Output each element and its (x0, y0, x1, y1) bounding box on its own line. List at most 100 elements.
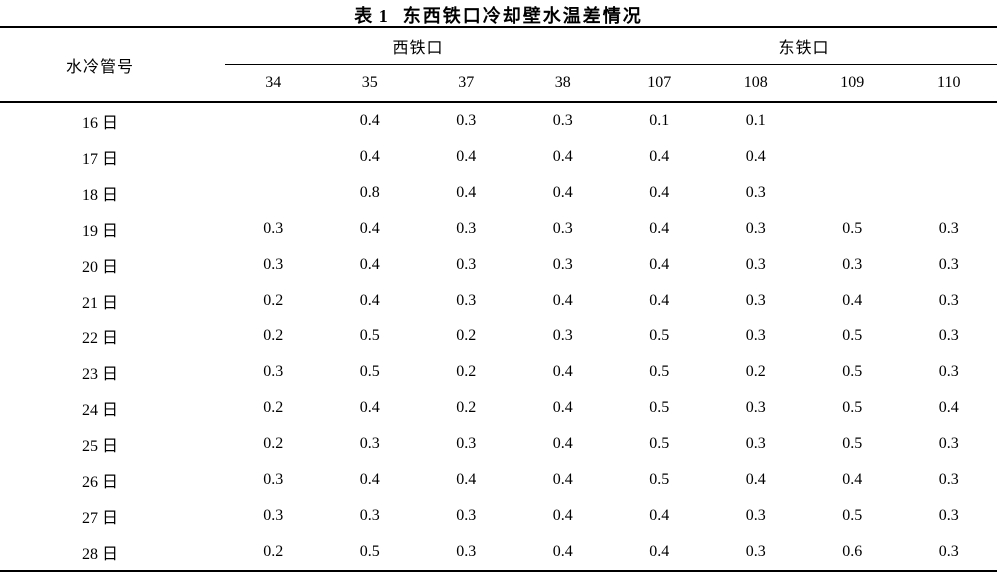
column-group-row: 西铁口 东铁口 (225, 28, 997, 65)
table-cell: 0.4 (649, 255, 670, 273)
table-caption-number: 表 1 (354, 5, 389, 26)
table-cell: 0.3 (745, 291, 766, 309)
row-label: 16 日 (81, 114, 118, 132)
table-cell: 0.4 (745, 471, 766, 489)
table-cell: 0.4 (359, 219, 380, 237)
pipe-number-header: 37 (458, 74, 475, 91)
table-cell: 0.5 (649, 435, 670, 453)
table-caption: 表 1 东西铁口冷却壁水温差情况 (0, 0, 997, 28)
table-cell: 0.3 (745, 219, 766, 237)
table-cell: 0.2 (263, 543, 284, 561)
table-cell: 0.5 (842, 399, 863, 417)
table-cell: 0.3 (456, 255, 477, 273)
table-cell: 0.3 (745, 183, 766, 201)
row-label: 24 日 (81, 402, 118, 420)
row-label: 20 日 (81, 258, 118, 276)
table-cell: 0.4 (359, 471, 380, 489)
table-cell: 0.3 (938, 291, 959, 309)
table-cell: 0.3 (745, 507, 766, 525)
group-header-west-taphole: 西铁口 (392, 40, 444, 57)
table-cell: 0.3 (263, 219, 284, 237)
table-cell: 0.2 (456, 327, 477, 345)
table-cell: 0.2 (263, 435, 284, 453)
table-cell: 0.3 (359, 435, 380, 453)
table-cell: 0.3 (456, 507, 477, 525)
row-label: 23 日 (81, 366, 118, 384)
table-cell: 0.3 (456, 291, 477, 309)
table-row: 22 日 0.2 0.5 0.2 0.3 0.5 0.3 0.5 0.3 (0, 319, 997, 355)
table-cell: 0.1 (745, 111, 766, 129)
row-label: 27 日 (81, 510, 118, 528)
column-header-area: 西铁口 东铁口 34 35 37 38 107 108 109 110 (225, 28, 997, 101)
table-cell: 0.5 (649, 399, 670, 417)
table-cell: 0.3 (745, 255, 766, 273)
table-cell: 0.4 (456, 147, 477, 165)
table-cell: 0.3 (456, 543, 477, 561)
pipe-number-header: 38 (554, 74, 571, 91)
pipe-number-header: 35 (361, 74, 378, 91)
row-label: 28 日 (81, 546, 118, 564)
table-row: 20 日 0.3 0.4 0.3 0.3 0.4 0.3 0.3 0.3 (0, 247, 997, 283)
table-row: 26 日 0.3 0.4 0.4 0.4 0.5 0.4 0.4 0.3 (0, 462, 997, 498)
table-cell: 0.4 (456, 471, 477, 489)
row-header-label: 水冷管号 (65, 58, 134, 76)
table-row: 27 日 0.3 0.3 0.3 0.4 0.4 0.3 0.5 0.3 (0, 498, 997, 534)
table-caption-title: 东西铁口冷却壁水温差情况 (402, 5, 643, 26)
pipe-number-row: 34 35 37 38 107 108 109 110 (225, 65, 997, 101)
row-label: 17 日 (81, 150, 118, 168)
table-cell: 0.5 (842, 219, 863, 237)
row-label: 18 日 (81, 186, 118, 204)
table-cell: 0.3 (552, 219, 573, 237)
table-cell: 0.4 (552, 399, 573, 417)
table-cell: 0.2 (263, 291, 284, 309)
table-cell: 0.4 (649, 507, 670, 525)
table-cell: 0.4 (359, 111, 380, 129)
table-cell: 0.6 (842, 543, 863, 561)
table-cell: 0.4 (649, 291, 670, 309)
table-cell: 0.3 (263, 363, 284, 381)
table-cell: 0.3 (359, 507, 380, 525)
table-cell: 0.5 (649, 471, 670, 489)
table-cell: 0.4 (552, 363, 573, 381)
table-cell: 0.3 (938, 219, 959, 237)
table-cell: 0.5 (359, 327, 380, 345)
table-cell: 0.3 (745, 435, 766, 453)
table-cell: 0.4 (552, 435, 573, 453)
table-cell: 0.4 (552, 147, 573, 165)
table-row: 19 日 0.3 0.4 0.3 0.3 0.4 0.3 0.5 0.3 (0, 211, 997, 247)
table-cell: 0.1 (649, 111, 670, 129)
pipe-number-header: 109 (840, 74, 865, 91)
table-cell: 0.5 (842, 327, 863, 345)
table-cell: 0.4 (359, 291, 380, 309)
table-cell: 0.3 (938, 435, 959, 453)
table-cell: 0.3 (263, 471, 284, 489)
table-cell: 0.2 (745, 363, 766, 381)
table-cell: 0.3 (938, 543, 959, 561)
table-cell: 0.4 (359, 399, 380, 417)
table-cell: 0.3 (938, 255, 959, 273)
table-cell: 0.3 (938, 327, 959, 345)
table-cell: 0.3 (745, 327, 766, 345)
table-row: 24 日 0.2 0.4 0.2 0.4 0.5 0.3 0.5 0.4 (0, 390, 997, 426)
table-cell: 0.4 (359, 147, 380, 165)
table-cell: 0.5 (359, 363, 380, 381)
table-row: 28 日 0.2 0.5 0.3 0.4 0.4 0.3 0.6 0.3 (0, 534, 997, 570)
table-cell: 0.4 (552, 543, 573, 561)
table-cell: 0.5 (649, 327, 670, 345)
pipe-number-header: 108 (743, 74, 768, 91)
table-cell: 0.2 (456, 363, 477, 381)
table-cell: 0.4 (842, 291, 863, 309)
table-cell: 0.4 (552, 183, 573, 201)
table-cell: 0.4 (649, 219, 670, 237)
row-label: 19 日 (81, 222, 118, 240)
table-cell: 0.2 (263, 399, 284, 417)
table-cell: 0.3 (842, 255, 863, 273)
table-cell: 0.4 (649, 147, 670, 165)
table-cell: 0.4 (938, 399, 959, 417)
table-cell: 0.3 (552, 255, 573, 273)
table-cell: 0.8 (359, 183, 380, 201)
table-cell: 0.3 (938, 507, 959, 525)
row-label: 21 日 (81, 294, 118, 312)
table-cell: 0.5 (649, 363, 670, 381)
row-label: 26 日 (81, 474, 118, 492)
